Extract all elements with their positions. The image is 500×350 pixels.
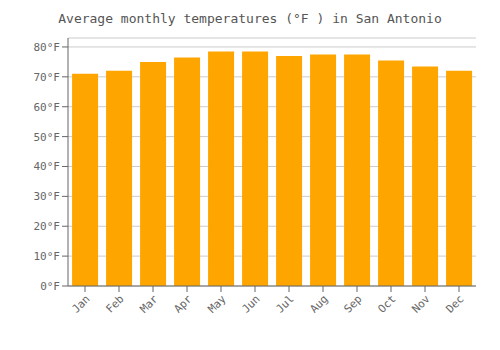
svg-text:Jun: Jun [239, 292, 262, 315]
svg-text:80°F: 80°F [34, 41, 61, 54]
svg-text:Apr: Apr [171, 292, 195, 316]
svg-text:Feb: Feb [103, 292, 126, 315]
svg-text:Jul: Jul [273, 292, 296, 315]
svg-text:20°F: 20°F [34, 220, 61, 233]
svg-text:60°F: 60°F [34, 101, 61, 114]
html-text:Average monthly temperatures (: Average monthly temperatures (°F ) in Sa… [58, 11, 442, 26]
svg-text:May: May [205, 292, 229, 316]
svg-text:Jan: Jan [69, 292, 92, 315]
svg-text:Dec: Dec [443, 292, 466, 315]
svg-text:40°F: 40°F [34, 160, 61, 173]
svg-text:10°F: 10°F [34, 250, 61, 263]
svg-text:Oct: Oct [375, 292, 398, 315]
svg-text:Sep: Sep [341, 292, 364, 315]
svg-text:Mar: Mar [137, 292, 161, 316]
svg-text:Aug: Aug [307, 292, 330, 315]
svg-text:Nov: Nov [409, 292, 433, 316]
svg-text:50°F: 50°F [34, 131, 61, 144]
svg-text:30°F: 30°F [34, 190, 61, 203]
svg-text:0°F: 0°F [40, 280, 60, 293]
svg-text:70°F: 70°F [34, 71, 61, 84]
